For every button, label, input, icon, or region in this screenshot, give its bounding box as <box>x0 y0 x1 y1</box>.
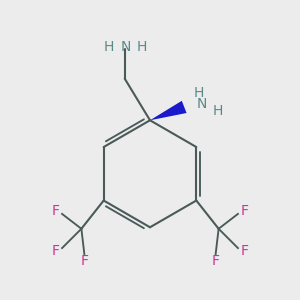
Text: N: N <box>121 40 131 55</box>
Text: H: H <box>213 104 223 118</box>
Text: H: H <box>103 40 114 55</box>
Polygon shape <box>150 101 187 120</box>
Text: F: F <box>52 204 59 218</box>
Text: F: F <box>80 254 88 268</box>
Text: N: N <box>197 97 207 111</box>
Text: F: F <box>52 244 59 258</box>
Text: F: F <box>241 204 248 218</box>
Text: H: H <box>194 85 204 100</box>
Text: H: H <box>137 40 147 55</box>
Text: F: F <box>241 244 248 258</box>
Text: F: F <box>212 254 220 268</box>
